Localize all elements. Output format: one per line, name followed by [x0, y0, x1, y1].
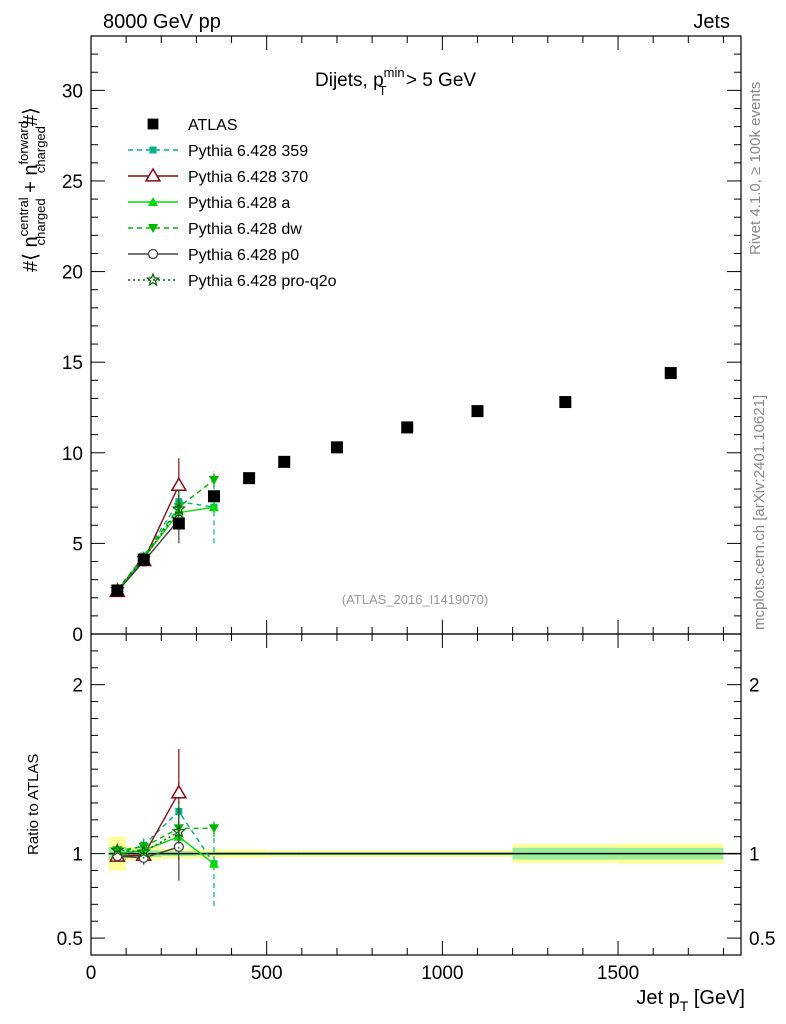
- ratio-y-tick-label: 0.5: [57, 929, 83, 950]
- ratio-y-tick-label-right: 2: [749, 676, 760, 697]
- main-pya-point: [208, 502, 219, 512]
- main-y-tick-label: 10: [62, 444, 83, 465]
- legend-label-py359: Pythia 6.428 359: [188, 143, 308, 160]
- ratio-pyq2o-point: [136, 844, 151, 859]
- ratio-y-axis-label: Ratio to ATLAS: [25, 754, 42, 855]
- ratio-series-layer: [109, 748, 219, 907]
- main-pyq2o-line: [116, 508, 180, 591]
- rivet-version-text: Rivet 4.1.0, ≥ 100k events: [747, 82, 764, 255]
- ratio-pydw-line: [117, 827, 214, 851]
- ratio-y-tick-label: 2: [72, 676, 83, 697]
- atlas-data-point: [471, 405, 484, 418]
- ratio-py370-point: [170, 784, 188, 799]
- ratio-panel-frame: 0 500 1000 1500 0.5 0.5 1 1 2 2: [57, 633, 775, 984]
- atlas-data-point: [111, 584, 124, 597]
- main-series-layer: [109, 367, 677, 598]
- atlas-data-point: [278, 455, 291, 468]
- ratio-x-tick-label: 500: [251, 963, 283, 984]
- main-y-tick-label: 20: [62, 263, 83, 284]
- legend-marker-pyq2o: [145, 272, 161, 287]
- ratio-uncertainty-bands: [108, 836, 741, 871]
- ratio-pyq2o-point: [171, 824, 187, 838]
- ratio-pya-line: [117, 835, 215, 865]
- ratio-y-tick-label-right: 0.5: [749, 929, 775, 950]
- legend-marker-py370: [144, 167, 162, 182]
- legend: ATLAS Pythia 6.428 359 Pythia 6.428 370 Pyt…: [128, 117, 337, 290]
- legend-label-pydw: Pythia 6.428 dw: [188, 221, 302, 238]
- atlas-data-point: [330, 441, 343, 454]
- header-right: Jets: [693, 11, 730, 33]
- ratio-py370-line: [117, 792, 180, 857]
- atlas-data-point: [137, 553, 150, 566]
- atlas-data-point: [559, 396, 572, 409]
- atlas-data-point: [207, 490, 220, 503]
- ratio-y-tick-label-right: 1: [749, 845, 760, 866]
- main-y-tick-label: 0: [72, 625, 83, 646]
- legend-label-atlas: ATLAS: [188, 117, 238, 134]
- atlas-data-point: [664, 367, 677, 380]
- legend-marker-pya: [148, 197, 158, 206]
- main-panel-frame: 0 5 10 15 20 25 30: [62, 35, 742, 646]
- legend-marker-py359: [149, 146, 157, 154]
- main-pya-line: [116, 506, 215, 591]
- ratio-x-tick-label: 1000: [421, 963, 463, 984]
- ratio-py359-line: [117, 810, 215, 865]
- ratio-x-tick-label: 1500: [597, 963, 639, 984]
- ratio-frame-border: [90, 633, 742, 956]
- main-pyq2o-point: [171, 501, 187, 516]
- ratio-y-tick-label: 1: [72, 845, 83, 866]
- ratio-pyq2o-line: [117, 831, 180, 853]
- legend-label-py370: Pythia 6.428 370: [188, 169, 308, 186]
- atlas-data-point: [243, 472, 256, 485]
- x-axis-label: Jet pT [GeV]: [636, 987, 745, 1014]
- legend-label-pya: Pythia 6.428 a: [188, 195, 290, 212]
- ratio-pydw-point: [208, 824, 219, 834]
- main-y-tick-label: 30: [62, 81, 83, 102]
- ratio-pya-point: [208, 858, 219, 868]
- legend-marker-pyp0: [147, 248, 159, 260]
- mcplots-credit-text: mcplots.cern.ch [arXiv:2401.10621]: [751, 395, 768, 630]
- legend-label-pyq2o: Pythia 6.428 pro-q2o: [188, 273, 337, 290]
- main-y-tick-label: 25: [62, 172, 83, 193]
- main-py370-line: [116, 485, 180, 592]
- main-y-tick-label: 15: [62, 353, 83, 374]
- main-y-axis-label: #⟨ ncentral charged + nforward charged#⟩: [16, 107, 48, 272]
- main-py370-point: [170, 476, 188, 492]
- main-pydw-point: [208, 475, 219, 485]
- atlas-data-point: [401, 421, 414, 434]
- legend-marker-pydw: [148, 224, 158, 233]
- analysis-watermark: (ATLAS_2016_I1419070): [342, 592, 488, 607]
- main-y-tick-label: 5: [72, 534, 83, 555]
- legend-marker-atlas: [147, 118, 159, 130]
- main-title: Dijets, pmin T > 5 GeV: [315, 65, 476, 98]
- header-left: 8000 GeV pp: [103, 11, 221, 33]
- legend-label-pyp0: Pythia 6.428 p0: [188, 247, 299, 264]
- ratio-x-tick-label: 0: [86, 963, 97, 984]
- ratio-pyq2o-point: [110, 842, 125, 857]
- atlas-data-point: [172, 517, 185, 530]
